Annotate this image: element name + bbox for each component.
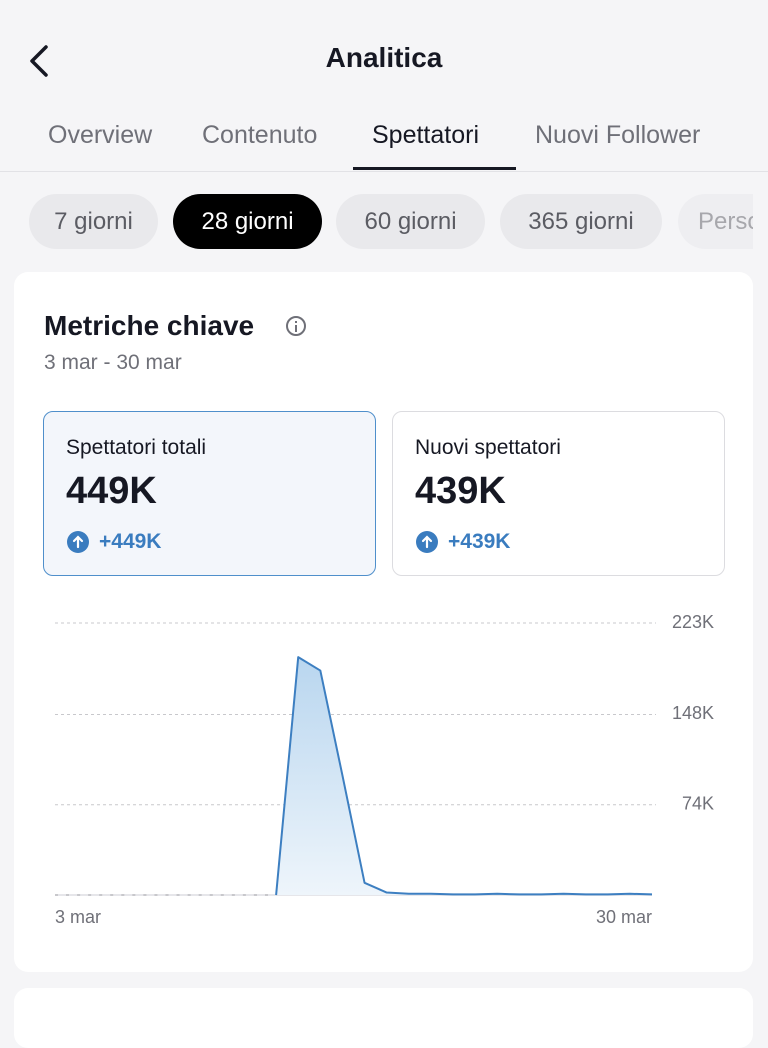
chip[interactable]: 365 giorni xyxy=(500,194,662,249)
line xyxy=(275,656,653,896)
page-title: Analitica xyxy=(325,42,443,73)
metric-label: Nuovi spettatori xyxy=(415,436,561,459)
chip[interactable]: Personalizzato xyxy=(678,194,753,249)
chart: 74K 148K 223K 3 mar 30 mar xyxy=(55,612,714,927)
tab[interactable]: Overview xyxy=(48,121,153,149)
screen: {"header": {"title": "Analitica"}, "tabs… xyxy=(0,42,768,972)
x-tick-label: 30 mar xyxy=(596,907,652,927)
metric-change: +439K xyxy=(448,530,511,553)
card-title: Metriche chiave xyxy=(44,310,255,341)
chip[interactable]: 28 giorni xyxy=(173,194,322,249)
back-button[interactable] xyxy=(26,44,52,78)
tab-underline xyxy=(353,167,516,170)
date-range: 3 mar - 30 mar xyxy=(44,351,182,374)
y-tick-label: 223K xyxy=(672,612,714,632)
period-filter: 7 giorni 28 giorni 60 giorni 365 giorni … xyxy=(0,194,753,250)
metric-label: Spettatori totali xyxy=(66,436,207,459)
metric-box[interactable]: Spettatori totali 449K +449K xyxy=(43,411,376,576)
up-icon xyxy=(67,531,89,553)
x-tick-label: 3 mar xyxy=(55,907,101,927)
area xyxy=(276,657,652,895)
up-icon xyxy=(416,531,438,553)
tab[interactable]: Contenuto xyxy=(202,121,318,149)
info-icon[interactable] xyxy=(286,316,306,336)
metrics-card xyxy=(14,272,753,972)
chip[interactable]: 60 giorni xyxy=(336,194,485,249)
metric-value: 439K xyxy=(415,470,506,512)
metric-value: 449K xyxy=(66,470,157,512)
metric-box[interactable]: Nuovi spettatori 439K +439K xyxy=(392,411,725,576)
next-card xyxy=(14,988,753,1048)
tab-bar: Overview Contenuto Spettatori Nuovi Foll… xyxy=(0,110,768,172)
metric-change: +449K xyxy=(99,530,162,553)
tab[interactable]: Nuovi Follower xyxy=(535,121,701,149)
y-tick-label: 148K xyxy=(672,703,714,723)
tab[interactable]: Spettatori xyxy=(372,121,480,149)
chip[interactable]: 7 giorni xyxy=(29,194,158,249)
y-tick-label: 74K xyxy=(682,793,714,813)
